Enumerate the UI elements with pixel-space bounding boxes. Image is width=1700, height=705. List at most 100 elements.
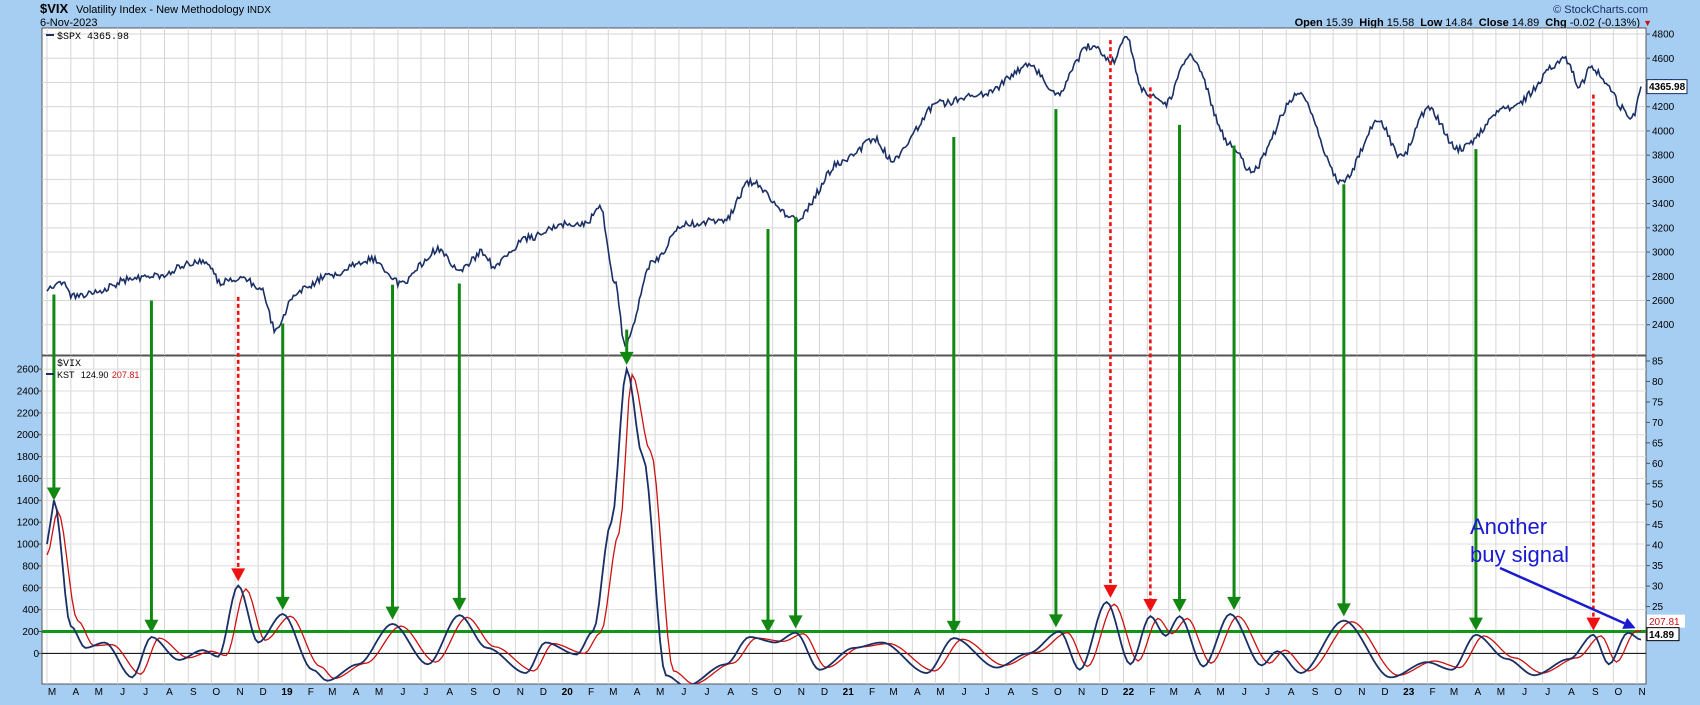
x-tick-label: N bbox=[798, 687, 805, 698]
x-tick-label: N bbox=[1639, 687, 1646, 698]
x-tick-label: S bbox=[1312, 687, 1319, 698]
kst-y-tick-label: 600 bbox=[22, 583, 39, 594]
vix-y-tick-label: 85 bbox=[1652, 357, 1664, 368]
kst-y-tick-label: 400 bbox=[22, 605, 39, 616]
x-tick-label: M bbox=[936, 687, 944, 698]
annotation-arrow bbox=[1499, 566, 1636, 629]
copyright-label: © StockCharts.com bbox=[1553, 4, 1648, 16]
annotation-arrowhead bbox=[1622, 617, 1636, 629]
ohlc-low-value: 14.84 bbox=[1445, 17, 1473, 29]
x-tick-label: A bbox=[727, 687, 734, 698]
x-tick-label: J bbox=[985, 687, 990, 698]
kst-y-tick-label: 1600 bbox=[17, 474, 40, 485]
spx-y-tick-label: 2400 bbox=[1652, 320, 1675, 331]
vix-y-tick-label: 40 bbox=[1652, 541, 1664, 552]
x-tick-label: A bbox=[1008, 687, 1015, 698]
symbol-label: $VIX bbox=[40, 1, 69, 16]
kst-y-tick-label: 2600 bbox=[17, 365, 40, 376]
x-tick-label: F bbox=[1149, 687, 1155, 698]
buy-signal-arrowhead bbox=[275, 596, 290, 610]
x-tick-label: S bbox=[1031, 687, 1038, 698]
vix-y-tick-label: 50 bbox=[1652, 500, 1664, 511]
x-tick-label: N bbox=[236, 687, 243, 698]
x-tick-label: J bbox=[962, 687, 967, 698]
buy-signal-arrowhead bbox=[1227, 596, 1242, 610]
kst-y-tick-label: 1200 bbox=[17, 518, 40, 529]
x-tick-label: J bbox=[1242, 687, 1247, 698]
spx-y-tick-label: 3000 bbox=[1652, 248, 1675, 259]
x-tick-label: M bbox=[95, 687, 103, 698]
ohlc-close-value: 14.89 bbox=[1512, 17, 1540, 29]
x-axis-labels: M A M J J A S O N D 19 F M A M J J A S O N D 20 F M A M J J A S O N D 21 F M… bbox=[48, 687, 1646, 698]
ohlc-close-label: Close bbox=[1479, 17, 1509, 29]
x-tick-label: J bbox=[1265, 687, 1270, 698]
x-tick-label: D bbox=[540, 687, 547, 698]
x-tick-label: S bbox=[751, 687, 758, 698]
spx-y-tick-label: 2800 bbox=[1652, 272, 1675, 283]
buy-signal-arrowhead bbox=[385, 606, 400, 620]
signal-last-value-box bbox=[1647, 614, 1685, 628]
annotation-arrow-shaft bbox=[1499, 566, 1626, 625]
vix-panel bbox=[41, 355, 1647, 685]
x-tick-label: J bbox=[400, 687, 405, 698]
kst-y-tick-label: 2400 bbox=[17, 386, 40, 397]
x-tick-label: A bbox=[1194, 687, 1201, 698]
ohlc-high-label: High bbox=[1359, 17, 1384, 29]
buy-signal-arrowhead bbox=[1468, 617, 1483, 631]
x-tick-label: F bbox=[1429, 687, 1435, 698]
sell-signal-arrowhead bbox=[1586, 617, 1601, 631]
x-tick-label: 23 bbox=[1403, 687, 1415, 698]
buy-signal-arrowhead bbox=[46, 487, 61, 501]
buy-signal-arrowhead bbox=[946, 620, 961, 634]
x-tick-label: A bbox=[166, 687, 173, 698]
spx-y-tick-label: 2600 bbox=[1652, 296, 1675, 307]
x-tick-label: F bbox=[308, 687, 314, 698]
x-tick-label: O bbox=[774, 687, 782, 698]
x-tick-label: D bbox=[1101, 687, 1108, 698]
vix-y-tick-label: 75 bbox=[1652, 397, 1664, 408]
x-tick-label: A bbox=[1568, 687, 1575, 698]
x-tick-label: A bbox=[634, 687, 641, 698]
annotation-line-2: buy signal bbox=[1470, 542, 1569, 567]
vix-y-tick-label: 55 bbox=[1652, 479, 1664, 490]
ohlc-readout: Open 15.39 High 15.58 Low 14.84 Close 14.89 Chg -… bbox=[1295, 17, 1640, 29]
sell-signal-arrowhead bbox=[231, 568, 246, 582]
buy-signal-arrowhead bbox=[619, 351, 634, 365]
x-tick-label: M bbox=[656, 687, 664, 698]
x-tick-label: J bbox=[143, 687, 148, 698]
signal-arrows bbox=[46, 40, 1601, 634]
ohlc-chg-label: Chg bbox=[1545, 17, 1566, 29]
x-tick-label: A bbox=[353, 687, 360, 698]
ohlc-low-label: Low bbox=[1420, 17, 1442, 29]
vix-y-tick-label: 30 bbox=[1652, 582, 1664, 593]
buy-signal-arrowhead bbox=[144, 619, 159, 633]
kst-legend-name: KST bbox=[57, 370, 75, 380]
vix-y-tick-label: 35 bbox=[1652, 561, 1664, 572]
x-tick-label: J bbox=[1545, 687, 1550, 698]
kst-legend: KST 124.90 207.81 bbox=[57, 370, 139, 380]
grid-lines bbox=[42, 28, 1646, 684]
x-tick-label: A bbox=[446, 687, 453, 698]
x-tick-label: M bbox=[328, 687, 336, 698]
signal-legend-value: 207.81 bbox=[112, 370, 140, 380]
x-tick-label: A bbox=[914, 687, 921, 698]
x-tick-label: M bbox=[1170, 687, 1178, 698]
symbol-description: Volatility Index - New Methodology bbox=[76, 4, 245, 16]
x-tick-label: N bbox=[1078, 687, 1085, 698]
x-tick-label: O bbox=[1054, 687, 1062, 698]
kst-y-tick-label: 1400 bbox=[17, 496, 40, 507]
x-tick-label: M bbox=[1216, 687, 1224, 698]
x-tick-label: M bbox=[609, 687, 617, 698]
x-tick-label: A bbox=[72, 687, 79, 698]
sell-signal-arrowhead bbox=[1103, 584, 1118, 598]
kst-y-tick-label: 800 bbox=[22, 561, 39, 572]
vix-y-tick-label: 60 bbox=[1652, 459, 1664, 470]
spx-y-tick-label: 4000 bbox=[1652, 126, 1675, 137]
ohlc-open-value: 15.39 bbox=[1326, 17, 1354, 29]
x-tick-label: F bbox=[588, 687, 594, 698]
x-tick-label: S bbox=[470, 687, 477, 698]
x-tick-label: S bbox=[1592, 687, 1599, 698]
buy-signal-arrowhead bbox=[788, 615, 803, 629]
